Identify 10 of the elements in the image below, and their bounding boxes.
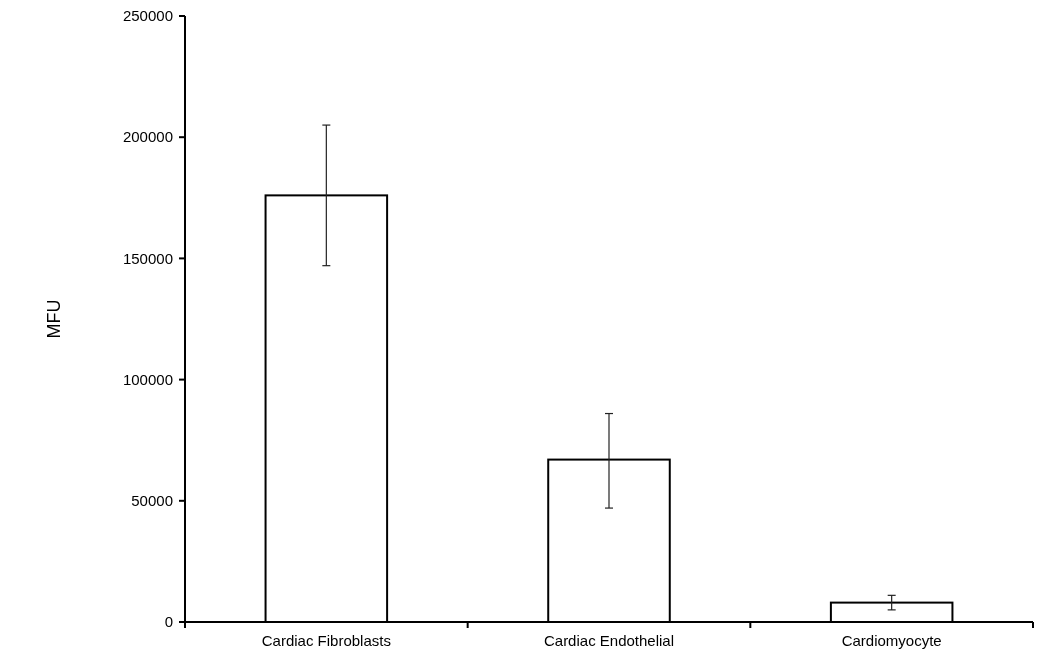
- y-axis-title: MFU: [44, 299, 64, 339]
- y-tick-label: 0: [164, 613, 173, 631]
- x-tick-label: Cardiac Fibroblasts: [261, 632, 391, 649]
- x-tick-label: Cardiac Endothelial: [543, 632, 675, 649]
- y-tick-label: 250000: [122, 7, 173, 25]
- x-tick-label: Cardiomyocyte: [841, 632, 942, 649]
- y-tick-label: 200000: [122, 128, 173, 146]
- y-tick-label: 100000: [122, 370, 173, 388]
- y-tick-label: 150000: [122, 249, 173, 267]
- y-tick-label: 50000: [131, 492, 173, 510]
